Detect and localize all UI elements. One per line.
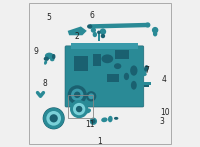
- Ellipse shape: [68, 85, 87, 104]
- Ellipse shape: [74, 92, 80, 98]
- Polygon shape: [68, 26, 87, 35]
- Bar: [71, 43, 138, 49]
- Ellipse shape: [101, 117, 108, 122]
- Text: 7: 7: [145, 66, 149, 75]
- Ellipse shape: [50, 114, 58, 122]
- Ellipse shape: [50, 58, 54, 61]
- Text: 11: 11: [86, 120, 95, 129]
- Bar: [107, 74, 119, 82]
- Ellipse shape: [140, 69, 147, 74]
- Text: 10: 10: [161, 108, 170, 117]
- Ellipse shape: [101, 54, 113, 63]
- Text: 6: 6: [89, 11, 94, 20]
- Bar: [74, 56, 88, 71]
- Ellipse shape: [144, 65, 149, 72]
- Polygon shape: [90, 23, 147, 29]
- Ellipse shape: [108, 116, 113, 122]
- Ellipse shape: [145, 22, 150, 28]
- Bar: [142, 82, 151, 85]
- Ellipse shape: [84, 108, 91, 113]
- Ellipse shape: [101, 34, 105, 38]
- Ellipse shape: [100, 28, 106, 35]
- Ellipse shape: [152, 27, 158, 33]
- Ellipse shape: [52, 54, 55, 59]
- Ellipse shape: [71, 89, 83, 101]
- Ellipse shape: [46, 121, 50, 127]
- Ellipse shape: [90, 118, 97, 125]
- Bar: [93, 54, 101, 66]
- Text: 9: 9: [34, 47, 38, 56]
- Bar: [68, 95, 93, 118]
- Ellipse shape: [88, 93, 94, 99]
- Text: 8: 8: [42, 79, 47, 88]
- Bar: [144, 85, 149, 87]
- Ellipse shape: [97, 31, 101, 34]
- Polygon shape: [66, 98, 74, 106]
- Text: 2: 2: [75, 31, 80, 41]
- Ellipse shape: [45, 53, 54, 59]
- Text: 5: 5: [47, 13, 52, 22]
- Text: 1: 1: [98, 137, 102, 146]
- Ellipse shape: [114, 63, 121, 69]
- Ellipse shape: [44, 57, 49, 61]
- Ellipse shape: [124, 73, 129, 80]
- Ellipse shape: [86, 91, 96, 101]
- Ellipse shape: [114, 117, 118, 120]
- Ellipse shape: [76, 106, 82, 112]
- Ellipse shape: [44, 60, 47, 65]
- Ellipse shape: [43, 107, 65, 129]
- Ellipse shape: [91, 119, 96, 123]
- Ellipse shape: [46, 111, 61, 126]
- Ellipse shape: [130, 65, 137, 76]
- Text: 4: 4: [162, 75, 166, 84]
- Ellipse shape: [153, 31, 157, 36]
- Ellipse shape: [87, 24, 92, 29]
- Ellipse shape: [141, 72, 147, 76]
- Ellipse shape: [91, 27, 96, 33]
- Ellipse shape: [43, 108, 64, 129]
- Ellipse shape: [131, 81, 137, 90]
- FancyBboxPatch shape: [65, 46, 144, 107]
- Text: 3: 3: [159, 117, 164, 126]
- Bar: [115, 50, 129, 59]
- Ellipse shape: [93, 32, 97, 37]
- Ellipse shape: [73, 103, 85, 115]
- Bar: [98, 32, 100, 41]
- Ellipse shape: [70, 100, 88, 118]
- Ellipse shape: [43, 108, 64, 129]
